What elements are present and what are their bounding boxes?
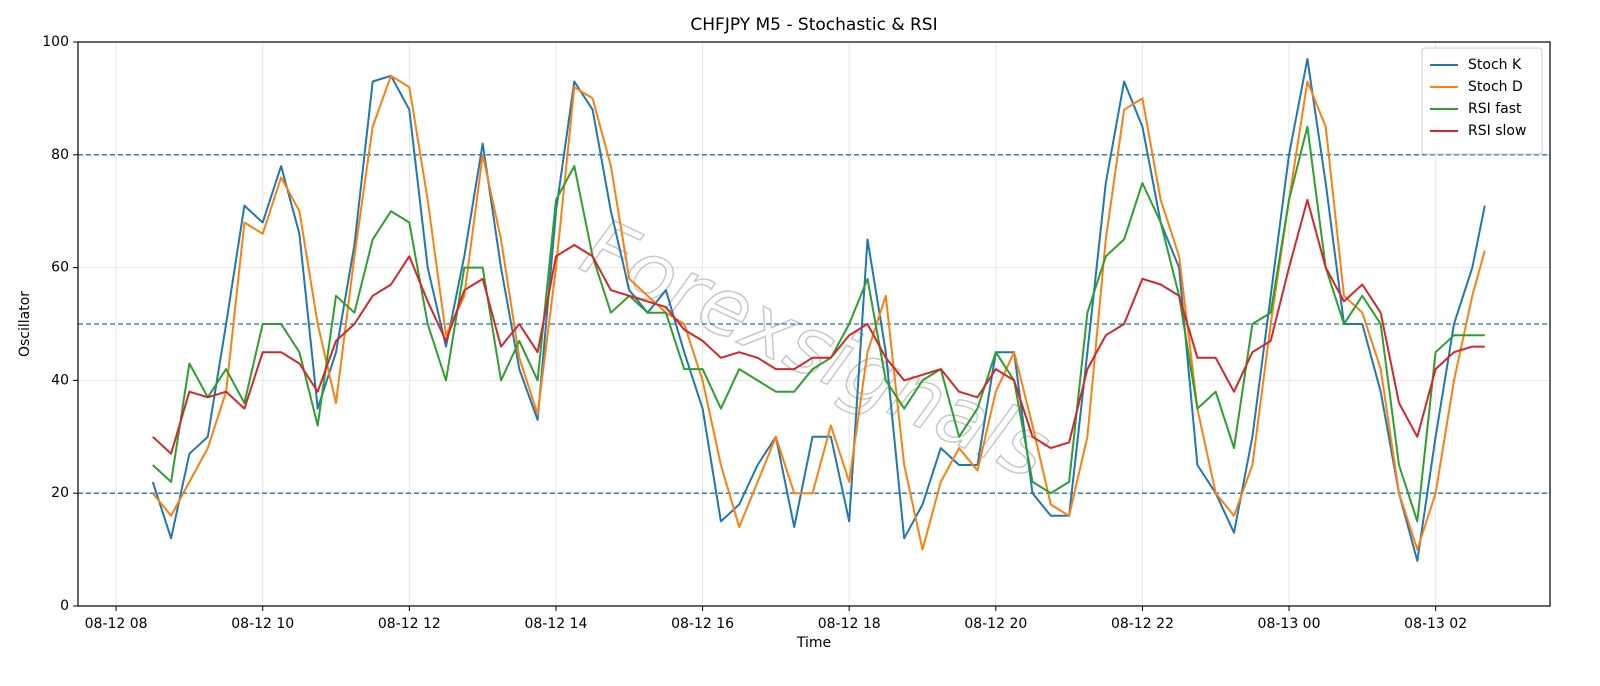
legend-box [1421, 47, 1543, 155]
y-tick-label: 40 [51, 372, 69, 388]
series-line [152, 125, 1485, 523]
y-tick-label: 80 [51, 147, 69, 163]
x-tick-label: 08-12 08 [85, 616, 148, 632]
x-tick-label: 08-12 16 [671, 616, 734, 632]
series-line [152, 74, 1486, 551]
x-tick-label: 08-12 14 [524, 616, 587, 632]
x-tick-label: 08-12 18 [818, 616, 881, 632]
legend-label: RSI fast [1468, 101, 1522, 117]
series-line [151, 57, 1486, 562]
x-tick-label: 08-12 20 [964, 616, 1027, 632]
legend-label: Stoch K [1468, 57, 1522, 73]
watermark: Forexsignals [569, 201, 1064, 498]
y-tick-label: 100 [42, 34, 69, 50]
y-tick-label: 20 [51, 485, 69, 501]
legend-label: Stoch D [1468, 79, 1523, 95]
x-axis-label: Time [796, 635, 831, 651]
x-tick-label: 08-13 02 [1404, 616, 1467, 632]
y-tick-label: 60 [51, 260, 69, 276]
chart-title: CHFJPY M5 - Stochastic & RSI [690, 15, 937, 35]
x-tick-label: 08-12 10 [231, 616, 294, 632]
plot-frame [77, 41, 1551, 607]
x-tick-label: 08-12 12 [378, 616, 441, 632]
series-line [152, 198, 1485, 455]
y-axis-label: Oscillator [17, 291, 33, 357]
y-tick-label: 0 [60, 598, 69, 614]
legend-label: RSI slow [1468, 123, 1526, 139]
x-tick-label: 08-13 00 [1258, 616, 1321, 632]
x-tick-label: 08-12 22 [1111, 616, 1174, 632]
